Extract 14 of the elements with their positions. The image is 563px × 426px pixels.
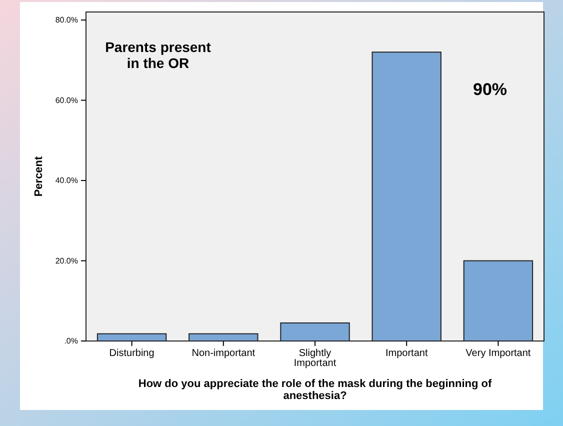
y-tick-label: 20.0% (55, 256, 78, 266)
x-tick-label: Important (385, 348, 428, 360)
x-tick-label: Disturbing (109, 348, 154, 360)
annotation: Parents present in the OR (105, 39, 212, 72)
x-axis-title: How do you appreciate the role of the mask during the beginning of anesthesia? (138, 378, 492, 402)
annotation: 90% (472, 80, 508, 99)
y-tick-label: 40.0% (55, 176, 78, 186)
x-tick-label: Very Important (466, 348, 531, 360)
y-tick-label: 60.0% (55, 96, 78, 105)
y-tick-label: .0% (64, 336, 78, 346)
y-tick-label: 80.0% (55, 16, 78, 25)
x-tick-label: Slightly Important (294, 348, 336, 370)
y-axis-title: Percent (33, 156, 45, 197)
x-tick-label: Non-important (192, 348, 256, 360)
